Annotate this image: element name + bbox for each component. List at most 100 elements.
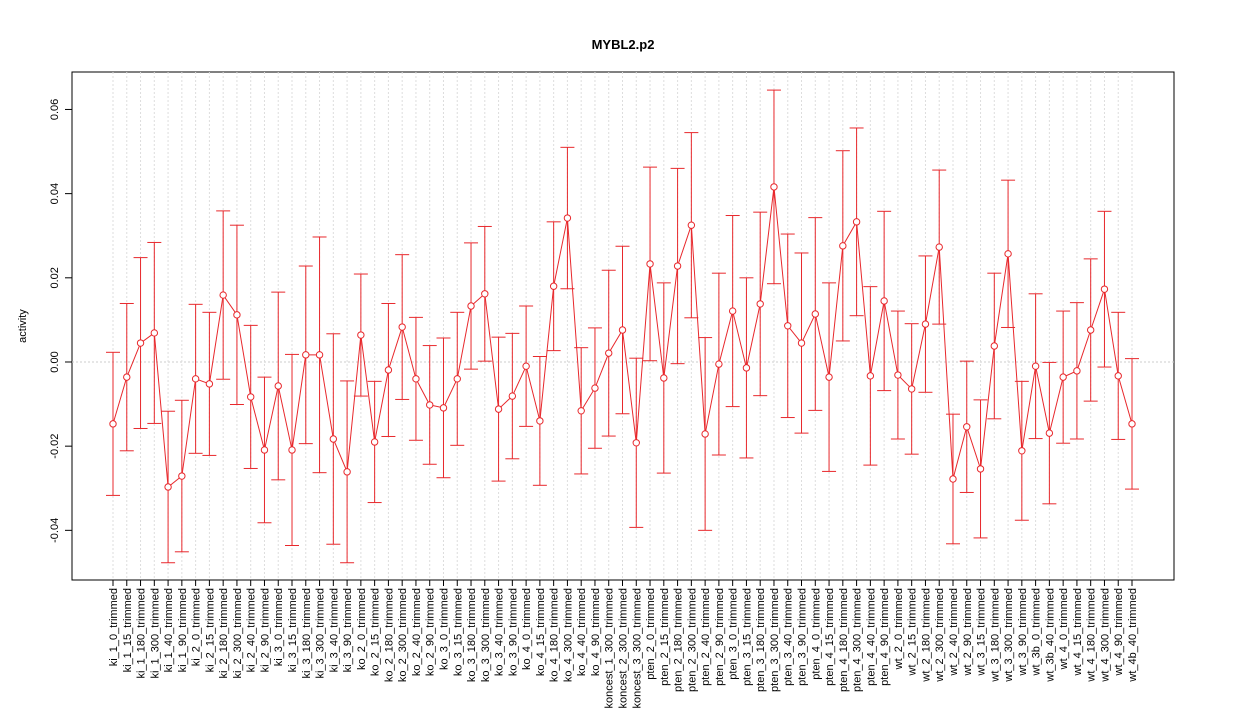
x-tick-label: ko_4_15_trimmed xyxy=(535,588,547,676)
x-tick-label: wt_2_0_trimmed xyxy=(893,588,905,670)
point xyxy=(660,374,668,382)
point xyxy=(605,349,613,357)
x-tick-label: wt_3_300_trimmed xyxy=(1003,588,1015,683)
x-tick-label: pten_4_0_trimmed xyxy=(810,588,822,680)
point xyxy=(563,214,572,222)
x-tick-label: pten_3_300_trimmed xyxy=(769,588,781,692)
x-tick-label: ki_2_40_trimmed xyxy=(246,588,258,672)
point xyxy=(1073,367,1081,375)
x-tick-label: ko_3_0_trimmed xyxy=(438,588,450,670)
x-tick-label: pten_2_40_trimmed xyxy=(700,588,712,686)
point xyxy=(357,331,365,339)
y-tick-label: 0.04 xyxy=(49,183,61,204)
point xyxy=(797,339,806,347)
point xyxy=(990,342,998,350)
x-tick-label: ko_2_90_trimmed xyxy=(425,588,437,676)
point xyxy=(591,384,599,392)
x-tick-label: wt_3_90_trimmed xyxy=(1017,588,1029,676)
x-tick-label: ki_3_90_trimmed xyxy=(342,588,354,672)
point xyxy=(701,430,709,438)
x-tick-label: wt_3_180_trimmed xyxy=(989,588,1001,683)
point xyxy=(522,362,530,370)
point xyxy=(247,393,255,401)
x-tick-label: ko_3_300_trimmed xyxy=(480,588,492,682)
point xyxy=(164,483,172,491)
x-tick-label: pten_3_15_trimmed xyxy=(741,588,753,686)
point xyxy=(715,360,723,368)
point xyxy=(618,326,627,334)
point xyxy=(233,311,241,319)
point xyxy=(136,339,145,347)
x-tick-label: ko_3_180_trimmed xyxy=(466,588,478,682)
x-tick-label: wt_4_0_trimmed xyxy=(1058,588,1070,670)
point xyxy=(880,297,888,305)
point xyxy=(1045,429,1054,437)
point xyxy=(219,291,227,299)
x-tick-label: koncest_1_300_trimmed xyxy=(604,588,616,708)
point xyxy=(178,472,186,480)
x-tick-label: ko_2_0_trimmed xyxy=(356,588,368,670)
x-tick-label: ko_2_300_trimmed xyxy=(397,588,409,682)
point xyxy=(1128,420,1136,428)
x-tick-label: pten_4_180_trimmed xyxy=(838,588,850,692)
x-tick-label: wt_4_15_trimmed xyxy=(1072,588,1084,676)
x-tick-label: ki_3_180_trimmed xyxy=(301,588,313,679)
point xyxy=(329,435,338,443)
x-tick-label: ki_2_180_trimmed xyxy=(218,588,230,679)
x-tick-label: ko_2_180_trimmed xyxy=(383,588,395,682)
x-tick-label: ko_2_40_trimmed xyxy=(411,588,423,676)
x-tick-label: ki_3_40_trimmed xyxy=(328,588,340,672)
x-tick-label: ko_3_40_trimmed xyxy=(494,588,506,676)
chart-title: MYBL2.p2 xyxy=(592,37,655,52)
x-tick-label: koncest_3_300_trimmed xyxy=(631,588,643,708)
point xyxy=(839,242,847,250)
x-tick-label: wt_4_300_trimmed xyxy=(1099,588,1111,683)
x-tick-label: wt_4_180_trimmed xyxy=(1086,588,1098,683)
x-tick-label: ki_1_90_trimmed xyxy=(177,588,189,672)
x-tick-label: ki_1_180_trimmed xyxy=(136,588,148,679)
x-tick-label: pten_3_40_trimmed xyxy=(783,588,795,686)
point xyxy=(1086,326,1095,334)
x-tick-label: ko_4_0_trimmed xyxy=(521,588,533,670)
point xyxy=(646,260,654,268)
point xyxy=(191,375,200,383)
x-tick-label: ki_2_0_trimmed xyxy=(191,588,203,666)
point xyxy=(481,290,489,298)
x-tick-label: pten_4_300_trimmed xyxy=(852,588,864,692)
point xyxy=(1100,285,1109,293)
point xyxy=(770,183,778,191)
point xyxy=(976,465,985,473)
point xyxy=(109,420,117,428)
point xyxy=(756,300,764,308)
x-tick-label: ki_1_0_trimmed xyxy=(108,588,120,666)
point xyxy=(536,417,544,425)
x-tick-label: wt_4_90_trimmed xyxy=(1113,588,1125,676)
x-tick-label: ko_2_15_trimmed xyxy=(370,588,382,676)
y-axis-label: activity xyxy=(17,309,29,343)
point xyxy=(935,243,943,251)
x-tick-label: ki_2_300_trimmed xyxy=(232,588,244,679)
point xyxy=(784,322,792,330)
x-tick-label: pten_3_90_trimmed xyxy=(797,588,809,686)
y-tick-label: -0.02 xyxy=(49,434,61,459)
x-tick-label: pten_2_300_trimmed xyxy=(686,588,698,692)
point xyxy=(288,446,296,454)
point xyxy=(1018,447,1026,455)
y-tick-label: -0.04 xyxy=(49,518,61,543)
x-tick-label: pten_3_180_trimmed xyxy=(755,588,767,692)
x-tick-label: wt_3_15_trimmed xyxy=(976,588,988,676)
point xyxy=(343,468,351,476)
point xyxy=(921,320,930,328)
point xyxy=(728,307,737,315)
point xyxy=(426,401,434,409)
x-tick-label: ko_4_40_trimmed xyxy=(576,588,588,676)
point xyxy=(632,439,640,447)
x-tick-label: ki_2_90_trimmed xyxy=(259,588,271,672)
x-tick-label: wt_4b_40_trimmed xyxy=(1127,588,1139,683)
x-tick-label: pten_2_90_trimmed xyxy=(714,588,726,686)
point xyxy=(302,351,310,359)
point xyxy=(453,375,461,383)
x-tick-label: pten_2_15_trimmed xyxy=(659,588,671,686)
point xyxy=(370,438,379,446)
x-tick-label: ki_3_300_trimmed xyxy=(315,588,327,679)
